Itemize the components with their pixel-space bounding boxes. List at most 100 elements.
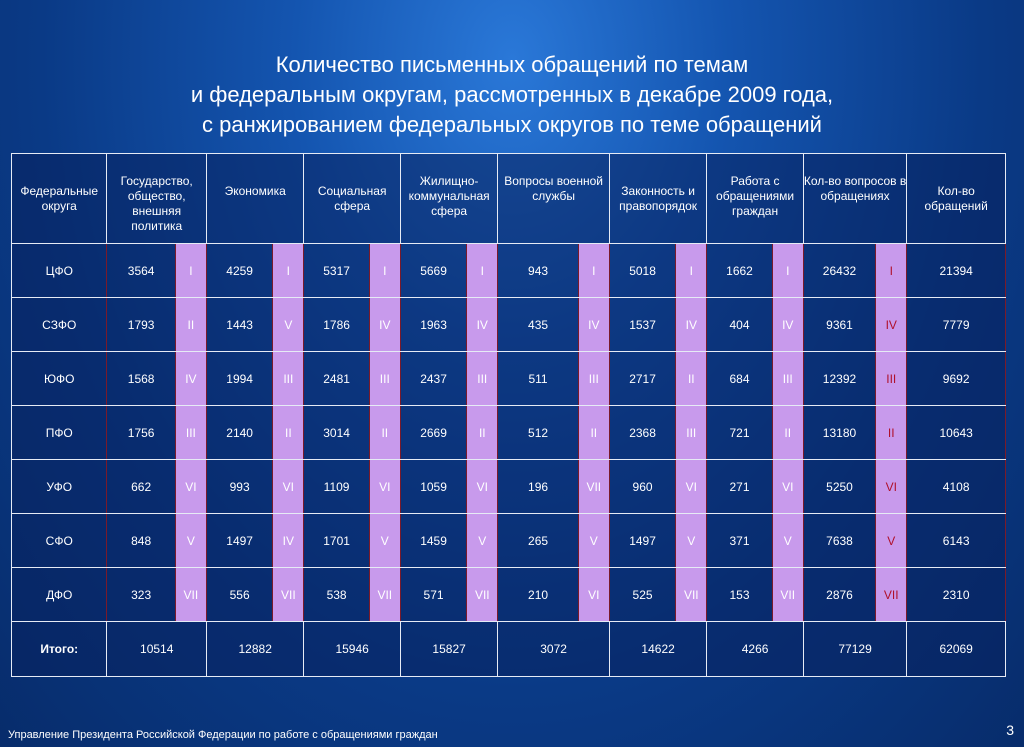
statistics-table: Федеральные округа Государство, общество… xyxy=(10,153,1006,677)
rank-cell: III xyxy=(577,351,610,406)
value-cell: 3014 xyxy=(303,405,370,460)
rank-cell: IV xyxy=(272,513,305,568)
table-row: ДФО 323 VII 556 VII 538 VII 571 VII 210 VI 525 VII 15… xyxy=(10,567,1006,622)
rank-cell: V xyxy=(368,513,401,568)
total-value-cell: 3072 xyxy=(497,621,610,677)
district-cell: УФО xyxy=(10,459,108,514)
value-cell: 271 xyxy=(706,459,773,514)
total-value-cell: 12882 xyxy=(205,621,305,677)
value-cell: 1994 xyxy=(205,351,274,406)
value-cell: 2669 xyxy=(399,405,468,460)
rank-cell: VII xyxy=(368,567,401,622)
header-appeal-count: Кол-во обращений xyxy=(906,153,1006,244)
value-cell: 3564 xyxy=(106,243,176,298)
rank-cell: II xyxy=(368,405,401,460)
table-row: СФО 848 V 1497 IV 1701 V 1459 V 265 V 1497 V 371 V 7638… xyxy=(10,513,1006,568)
value-cell: 323 xyxy=(106,567,176,622)
value-cell: 1963 xyxy=(399,297,468,352)
value-cell: 684 xyxy=(706,351,773,406)
totals-row: Итого: 10514 12882 15946 15827 3072 14622 4266 7… xyxy=(10,621,1006,677)
value-cell: 1109 xyxy=(303,459,370,514)
district-cell: СЗФО xyxy=(10,297,108,352)
value-cell: 5317 xyxy=(303,243,370,298)
rank-cell: I xyxy=(466,243,499,298)
rank-cell: I xyxy=(368,243,401,298)
rank-cell: VI xyxy=(577,567,610,622)
header-law: Законность и правопорядок xyxy=(608,153,708,244)
rank-cell: I xyxy=(577,243,610,298)
value-cell: 2876 xyxy=(802,567,877,622)
value-cell: 662 xyxy=(106,459,176,514)
value-cell: 571 xyxy=(399,567,468,622)
rank-cell: V xyxy=(174,513,207,568)
appeals-total-cell: 6143 xyxy=(906,513,1006,568)
header-question-count: Кол-во вопросов в обращениях xyxy=(802,153,908,244)
rank-cell: VI xyxy=(771,459,804,514)
value-cell: 5669 xyxy=(399,243,468,298)
value-cell: 435 xyxy=(497,297,579,352)
title-line-1: Количество письменных обращений по темам xyxy=(275,52,749,77)
value-cell: 2437 xyxy=(399,351,468,406)
rank-cell: VI xyxy=(272,459,305,514)
rank-cell: II xyxy=(272,405,305,460)
value-cell: 5018 xyxy=(608,243,677,298)
rank-cell: IV xyxy=(577,297,610,352)
rank-cell: II xyxy=(675,351,708,406)
value-cell: 5250 xyxy=(802,459,877,514)
value-cell: 1059 xyxy=(399,459,468,514)
rank-cell: I xyxy=(771,243,804,298)
footer-text: Управление Президента Российской Федерац… xyxy=(8,729,438,741)
table-body: Федеральные округа Государство, общество… xyxy=(10,153,1006,677)
header-social: Социальная сфера xyxy=(303,153,401,244)
value-cell: 2368 xyxy=(608,405,677,460)
appeals-total-cell: 2310 xyxy=(906,567,1006,622)
header-row: Федеральные округа Государство, общество… xyxy=(10,153,1006,244)
appeals-total-cell: 7779 xyxy=(906,297,1006,352)
appeals-total-cell: 9692 xyxy=(906,351,1006,406)
value-cell: 1537 xyxy=(608,297,677,352)
appeals-total-cell: 4108 xyxy=(906,459,1006,514)
rank-cell: II xyxy=(875,405,908,460)
rank-cell: IV xyxy=(466,297,499,352)
value-cell: 2481 xyxy=(303,351,370,406)
value-cell: 1497 xyxy=(608,513,677,568)
table-row: ЮФО 1568 IV 1994 III 2481 III 2437 III 511 III 2717… xyxy=(10,351,1006,406)
totals-label: Итого: xyxy=(10,621,108,677)
district-cell: ПФО xyxy=(10,405,108,460)
header-appeals-work: Работа с обращениями граждан xyxy=(706,153,804,244)
table-row: ЦФО 3564 I 4259 I 5317 I 5669 I 943 I 5018 I 1662 I 264… xyxy=(10,243,1006,298)
header-housing: Жилищно-коммунальная сфера xyxy=(399,153,499,244)
district-cell: ЮФО xyxy=(10,351,108,406)
table-row: СЗФО 1793 II 1443 V 1786 IV 1963 IV 435 IV 1537 IV 40… xyxy=(10,297,1006,352)
rank-cell: II xyxy=(174,297,207,352)
value-cell: 404 xyxy=(706,297,773,352)
rank-cell: V xyxy=(875,513,908,568)
rank-cell: VII xyxy=(771,567,804,622)
total-value-cell: 15827 xyxy=(399,621,499,677)
rank-cell: IV xyxy=(675,297,708,352)
value-cell: 960 xyxy=(608,459,677,514)
title-line-2: и федеральным округам, рассмотренных в д… xyxy=(190,82,834,107)
district-cell: СФО xyxy=(10,513,108,568)
rank-cell: III xyxy=(272,351,305,406)
title-line-3: с ранжированием федеральных округов по т… xyxy=(202,112,822,137)
rank-cell: VI xyxy=(466,459,499,514)
value-cell: 12392 xyxy=(802,351,877,406)
header-military: Вопросы военной службы xyxy=(497,153,610,244)
total-value-cell: 10514 xyxy=(106,621,207,677)
total-value-cell: 62069 xyxy=(906,621,1006,677)
value-cell: 993 xyxy=(205,459,274,514)
value-cell: 13180 xyxy=(802,405,877,460)
rank-cell: VI xyxy=(174,459,207,514)
rank-cell: VII xyxy=(174,567,207,622)
rank-cell: III xyxy=(466,351,499,406)
total-value-cell: 14622 xyxy=(608,621,708,677)
value-cell: 943 xyxy=(497,243,579,298)
rank-cell: V xyxy=(272,297,305,352)
rank-cell: VI xyxy=(875,459,908,514)
value-cell: 371 xyxy=(706,513,773,568)
rank-cell: III xyxy=(675,405,708,460)
value-cell: 196 xyxy=(497,459,579,514)
rank-cell: III xyxy=(875,351,908,406)
rank-cell: VII xyxy=(272,567,305,622)
